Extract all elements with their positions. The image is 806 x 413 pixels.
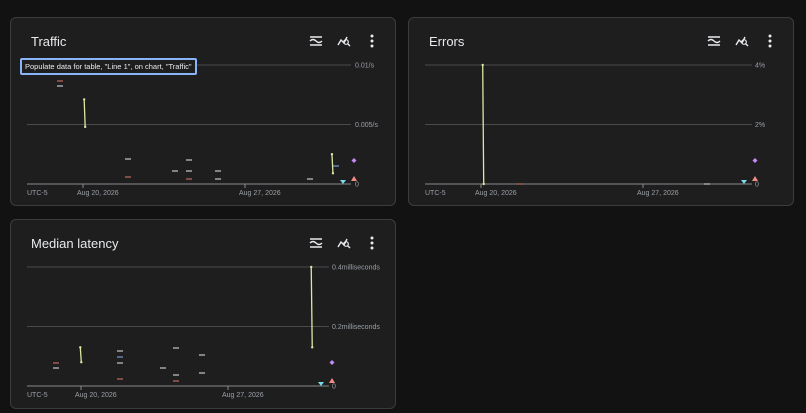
explore-icon[interactable] (733, 32, 751, 50)
explore-icon[interactable] (335, 32, 353, 50)
series-line-segment (310, 266, 313, 348)
series-point (82, 98, 86, 101)
series-point (80, 361, 83, 364)
x-tick-label: Aug 27, 2026 (637, 190, 679, 197)
more-vert-icon[interactable] (363, 32, 381, 50)
card-actions (307, 234, 381, 252)
errors-chart: 4% 2% 0 UTC-5 Aug 20, 2026 Aug 27, 2026 (425, 63, 765, 197)
series-point (79, 346, 82, 349)
down-triangle-marker (340, 180, 346, 184)
series-point (482, 182, 485, 186)
x-tick-label: Aug 27, 2026 (222, 392, 264, 399)
diamond-marker (752, 158, 758, 163)
card-title: Errors (429, 34, 465, 49)
card-title: Traffic (31, 34, 67, 49)
y-tick-label: 0 (755, 182, 759, 189)
chart-tooltip: Populate data for table, "Line 1", on ch… (20, 58, 197, 75)
card-title: Median latency (31, 236, 119, 251)
series-point (310, 265, 313, 269)
more-vert-icon[interactable] (761, 32, 779, 50)
up-triangle-marker (752, 176, 758, 181)
y-tick-label: 0.01/s (355, 63, 375, 70)
down-triangle-marker (741, 180, 747, 184)
x-tick-label: Aug 20, 2026 (77, 190, 119, 197)
errors-card: Errors 4% 2% 0 UTC-5 Aug 20, 2026 Aug 27, 202… (408, 17, 794, 206)
y-tick-label: 0 (355, 182, 359, 189)
x-tick-label: Aug 20, 2026 (475, 190, 517, 197)
x-tick-label: Aug 20, 2026 (75, 392, 117, 399)
y-tick-label: 4% (755, 63, 765, 70)
card-actions (307, 32, 381, 50)
y-tick-label: 0.4milliseconds (332, 265, 380, 272)
series-point (330, 153, 334, 156)
explore-icon[interactable] (335, 234, 353, 252)
traffic-card: Traffic 0.01/s 0.005/s 0 UTC-5 Aug 20, 2026 A… (10, 17, 396, 206)
card-actions (705, 32, 779, 50)
series-line-segment (79, 347, 82, 363)
y-tick-label: 2% (755, 122, 765, 129)
down-triangle-marker (318, 382, 324, 386)
y-tick-label: 0.005/s (355, 122, 378, 129)
legend-icon[interactable] (705, 32, 723, 50)
traffic-chart: 0.01/s 0.005/s 0 UTC-5 Aug 20, 2026 Aug 27, 2… (27, 63, 378, 197)
diamond-marker (329, 360, 335, 365)
diamond-marker (351, 158, 357, 163)
series-point (311, 346, 314, 349)
series-line-segment (83, 99, 86, 127)
series-point (331, 172, 335, 175)
legend-icon[interactable] (307, 234, 325, 252)
series-line-segment (331, 154, 334, 174)
up-triangle-marker (329, 378, 335, 383)
x-tick-label: UTC-5 (27, 190, 48, 197)
more-vert-icon[interactable] (363, 234, 381, 252)
series-line-segment (482, 64, 485, 185)
y-tick-label: 0 (332, 384, 336, 391)
up-triangle-marker (351, 176, 357, 181)
series-point (83, 125, 87, 129)
x-tick-label: UTC-5 (27, 392, 48, 399)
x-tick-label: Aug 27, 2026 (239, 190, 281, 197)
median-latency-chart: 0.4milliseconds 0.2milliseconds 0 UTC-5 Aug … (27, 265, 380, 399)
median-latency-card: Median latency 0.4milliseconds 0.2millise… (10, 219, 396, 409)
legend-icon[interactable] (307, 32, 325, 50)
series-point (481, 63, 484, 67)
y-tick-label: 0.2milliseconds (332, 324, 380, 331)
x-tick-label: UTC-5 (425, 190, 446, 197)
